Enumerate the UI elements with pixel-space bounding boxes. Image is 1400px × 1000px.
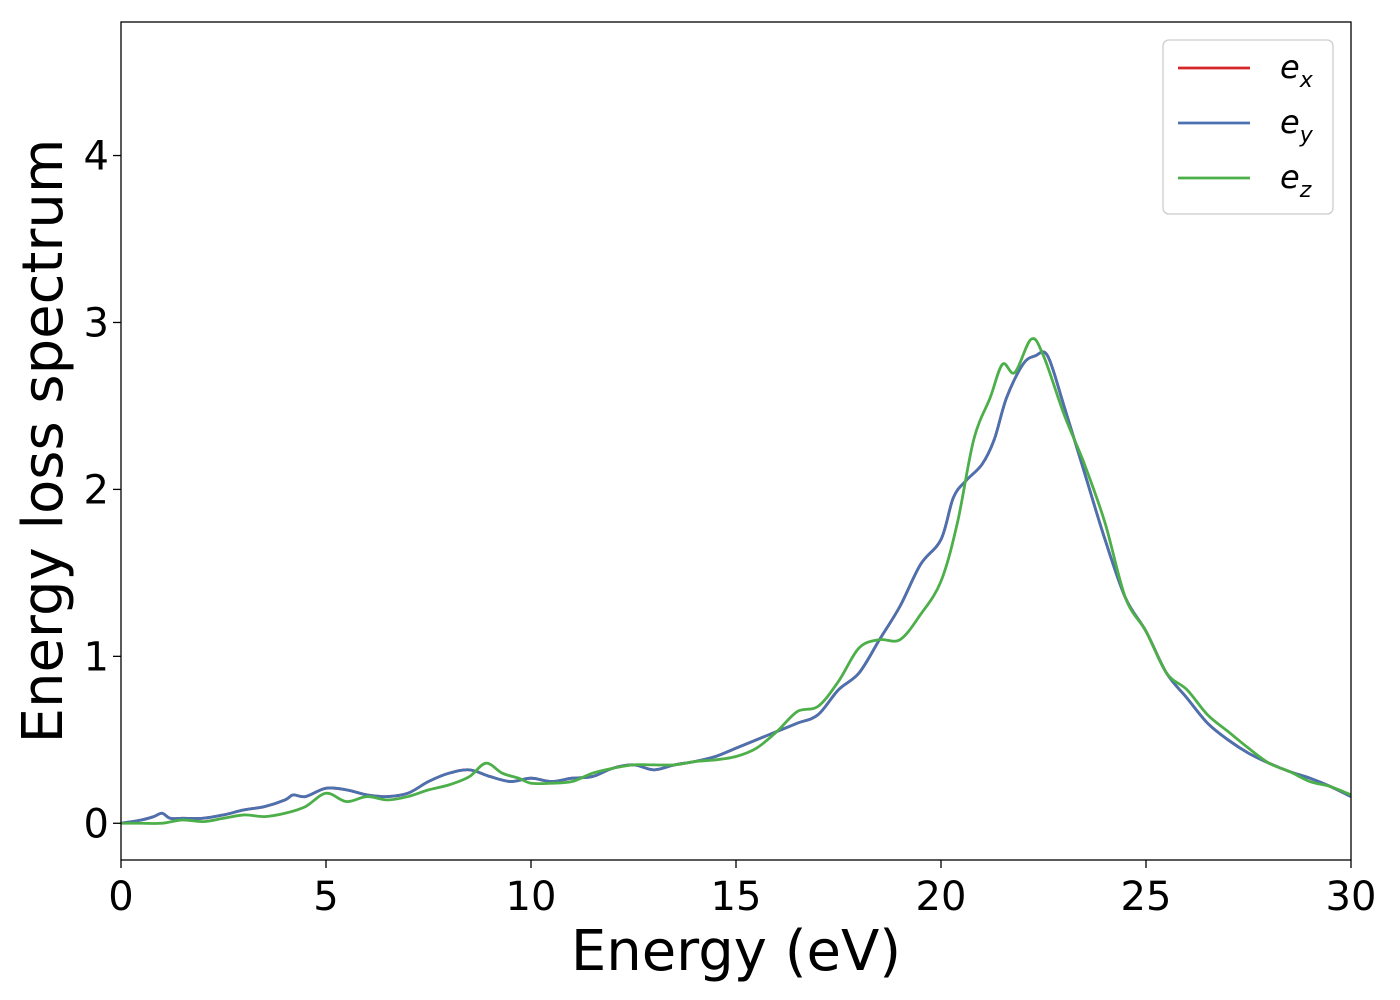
y-axis-label: Energy loss spectrum xyxy=(11,139,76,744)
series-layer xyxy=(121,337,1351,825)
x-tick-label: 5 xyxy=(313,874,338,920)
y-tick-label: 2 xyxy=(84,467,109,513)
legend: ex ey ez xyxy=(1162,39,1334,215)
x-axis-ticks: 0 5 10 15 20 25 30 xyxy=(108,860,1376,920)
x-tick-label: 10 xyxy=(506,874,557,920)
x-tick-label: 25 xyxy=(1121,874,1172,920)
legend-label-e-z: ez xyxy=(1280,158,1312,203)
y-tick-label: 0 xyxy=(84,801,109,847)
series-line-e-x xyxy=(121,350,1351,825)
y-tick-label: 4 xyxy=(84,134,109,180)
x-tick-label: 20 xyxy=(916,874,967,920)
legend-label-e-x: ex xyxy=(1280,48,1314,93)
x-tick-label: 0 xyxy=(108,874,133,920)
x-tick-label: 15 xyxy=(711,874,762,920)
y-tick-label: 3 xyxy=(84,300,109,346)
y-axis-ticks: 0 1 2 3 4 xyxy=(84,134,121,847)
y-tick-label: 1 xyxy=(84,634,109,680)
legend-box xyxy=(1162,39,1334,215)
x-axis-label: Energy (eV) xyxy=(571,919,901,984)
series-line-e-z xyxy=(121,337,1351,825)
x-tick-label: 30 xyxy=(1326,874,1377,920)
series-line-e-y xyxy=(121,350,1351,825)
legend-label-e-y: ey xyxy=(1280,103,1314,148)
